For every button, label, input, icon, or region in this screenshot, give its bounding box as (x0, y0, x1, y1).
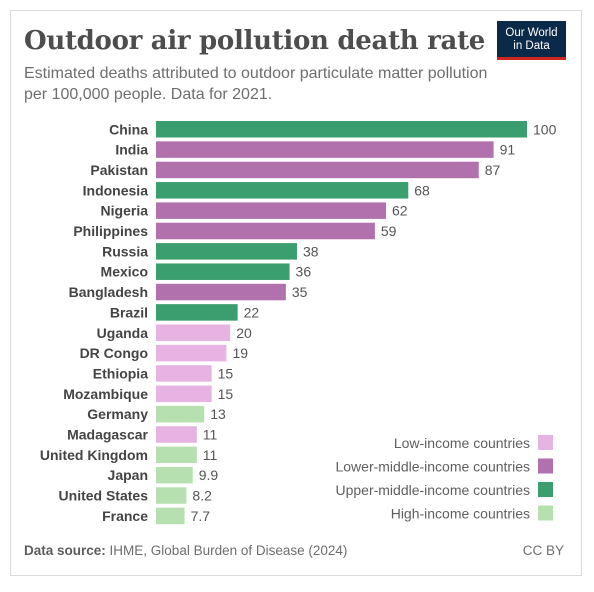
bar-nigeria[interactable] (156, 202, 387, 219)
legend-label-high: High-income countries (391, 506, 530, 522)
bar-brazil[interactable] (156, 304, 238, 321)
owid-logo[interactable]: Our World in Data (497, 21, 566, 60)
chart-card (10, 10, 582, 576)
legend-swatch-high[interactable] (538, 505, 553, 521)
value-label-indonesia: 68 (414, 182, 430, 198)
legend-swatch-low[interactable] (538, 435, 553, 450)
bar-pakistan[interactable] (156, 161, 479, 179)
bar-philippines[interactable] (156, 222, 375, 240)
value-label-china: 100 (533, 121, 557, 137)
legend-swatch-lower-middle[interactable] (538, 458, 553, 474)
category-label-ethiopia: Ethiopia (93, 365, 148, 381)
legend-label-upper-middle: Upper-middle-income countries (335, 482, 530, 498)
data-source: Data source: IHME, Global Burden of Dise… (24, 543, 347, 558)
value-label-brazil: 22 (244, 304, 260, 320)
bar-madagascar[interactable] (156, 426, 197, 443)
category-label-nigeria: Nigeria (101, 203, 149, 219)
value-label-india: 91 (500, 142, 516, 158)
bar-ethiopia[interactable] (156, 365, 212, 382)
value-label-russia: 38 (303, 243, 319, 259)
chart-title: Outdoor air pollution death rate (24, 26, 486, 56)
bar-china[interactable] (156, 121, 527, 138)
bar-france[interactable] (156, 507, 185, 525)
category-label-mexico: Mexico (101, 264, 148, 280)
data-source-text: IHME, Global Burden of Disease (2024) (109, 543, 348, 558)
logo-line-1: Our World (505, 27, 558, 39)
category-label-bangladesh: Bangladesh (69, 284, 148, 300)
category-label-madagascar: Madagascar (67, 427, 148, 443)
bar-dr-congo[interactable] (156, 344, 227, 362)
category-label-dr-congo: DR Congo (80, 345, 148, 361)
category-label-germany: Germany (87, 406, 148, 422)
value-label-dr-congo: 19 (232, 345, 248, 361)
bar-mexico[interactable] (156, 263, 290, 280)
bar-bangladesh[interactable] (156, 283, 286, 301)
value-label-germany: 13 (210, 406, 226, 422)
bar-germany[interactable] (156, 405, 205, 423)
legend-label-lower-middle: Lower-middle-income countries (335, 459, 530, 475)
value-label-nigeria: 62 (392, 203, 408, 219)
category-label-uganda: Uganda (97, 325, 149, 341)
value-label-philippines: 59 (381, 223, 397, 239)
bar-russia[interactable] (156, 243, 297, 260)
value-label-ethiopia: 15 (218, 365, 234, 381)
value-label-united-kingdom: 11 (203, 447, 218, 463)
value-label-pakistan: 87 (485, 162, 501, 178)
bar-uganda[interactable] (156, 324, 231, 342)
bar-india[interactable] (156, 141, 494, 158)
bar-united-kingdom[interactable] (156, 446, 197, 464)
category-label-india: India (115, 142, 148, 158)
category-label-united-kingdom: United Kingdom (40, 447, 148, 463)
legend-label-low: Low-income countries (394, 435, 530, 451)
category-label-philippines: Philippines (73, 223, 148, 239)
category-label-united-states: United States (59, 488, 149, 504)
value-label-madagascar: 11 (203, 427, 218, 443)
category-label-indonesia: Indonesia (83, 182, 149, 198)
category-label-mozambique: Mozambique (63, 386, 148, 402)
category-label-china: China (109, 121, 148, 137)
value-label-bangladesh: 35 (292, 284, 308, 300)
license-link[interactable]: CC BY (522, 543, 564, 558)
value-label-japan: 9.9 (199, 467, 219, 483)
legend-swatch-upper-middle[interactable] (538, 482, 553, 497)
category-label-japan: Japan (108, 467, 148, 483)
category-label-russia: Russia (102, 243, 148, 259)
logo-line-2: in Data (513, 40, 550, 52)
bar-mozambique[interactable] (156, 385, 212, 403)
chart-subtitle: Estimated deaths attributed to outdoor p… (24, 65, 488, 103)
bar-united-states[interactable] (156, 487, 187, 504)
bar-japan[interactable] (156, 466, 193, 484)
category-label-france: France (102, 508, 148, 524)
data-source-label: Data source: (24, 543, 106, 558)
value-label-mozambique: 15 (218, 386, 234, 402)
value-label-united-states: 8.2 (192, 488, 212, 504)
category-label-brazil: Brazil (110, 304, 148, 320)
value-label-france: 7.7 (191, 508, 211, 524)
value-label-mexico: 36 (296, 264, 312, 280)
bar-indonesia[interactable] (156, 182, 409, 199)
category-label-pakistan: Pakistan (90, 162, 148, 178)
value-label-uganda: 20 (236, 325, 252, 341)
